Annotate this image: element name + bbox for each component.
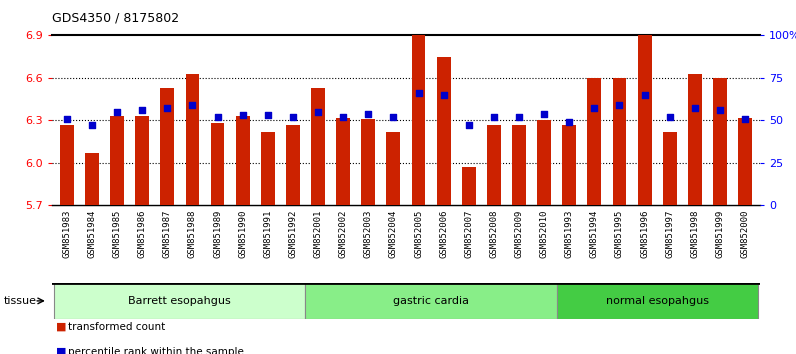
Text: GSM852002: GSM852002 [338, 209, 348, 258]
Bar [587, 78, 601, 205]
Point [60, 116, 73, 121]
Bar [211, 123, 224, 205]
Bar [688, 74, 702, 205]
Text: GSM852006: GSM852006 [439, 209, 448, 258]
Point [161, 105, 174, 111]
Point [538, 111, 551, 116]
Text: GSM851988: GSM851988 [188, 209, 197, 258]
Point [136, 107, 149, 113]
Text: GSM852004: GSM852004 [389, 209, 398, 258]
Point [236, 113, 249, 118]
Text: GSM852010: GSM852010 [540, 209, 548, 258]
Point [261, 113, 274, 118]
Text: GSM851983: GSM851983 [62, 209, 72, 258]
Text: ■: ■ [56, 322, 66, 332]
Point [689, 105, 701, 111]
Text: GSM852003: GSM852003 [364, 209, 373, 258]
Text: GSM851997: GSM851997 [665, 209, 674, 258]
Bar [185, 74, 199, 205]
Bar [462, 167, 476, 205]
Text: GSM851993: GSM851993 [564, 209, 574, 258]
Bar [135, 116, 149, 205]
Text: GSM852001: GSM852001 [314, 209, 322, 258]
Text: gastric cardia: gastric cardia [393, 296, 469, 306]
FancyBboxPatch shape [556, 283, 758, 319]
Point [186, 102, 199, 108]
Text: GSM851986: GSM851986 [138, 209, 146, 258]
Bar [85, 153, 99, 205]
Text: GSM851995: GSM851995 [615, 209, 624, 258]
Bar [562, 125, 576, 205]
Text: GSM851987: GSM851987 [163, 209, 172, 258]
Text: GSM851992: GSM851992 [288, 209, 298, 258]
Bar [613, 78, 626, 205]
Text: GSM851991: GSM851991 [263, 209, 272, 258]
Text: GSM851990: GSM851990 [238, 209, 248, 258]
Point [387, 114, 400, 120]
Text: GDS4350 / 8175802: GDS4350 / 8175802 [52, 12, 179, 25]
Point [337, 114, 349, 120]
Text: transformed count: transformed count [68, 322, 165, 332]
Text: GSM851996: GSM851996 [640, 209, 649, 258]
Text: GSM852009: GSM852009 [514, 209, 524, 258]
Bar [361, 119, 375, 205]
Text: GSM852000: GSM852000 [740, 209, 750, 258]
Bar [487, 125, 501, 205]
Bar [663, 132, 677, 205]
FancyBboxPatch shape [54, 283, 306, 319]
Point [487, 114, 500, 120]
Text: GSM851998: GSM851998 [690, 209, 700, 258]
Point [462, 122, 475, 128]
Text: GSM851989: GSM851989 [213, 209, 222, 258]
Point [513, 114, 525, 120]
Bar [160, 88, 174, 205]
Bar [537, 120, 551, 205]
Text: GSM852008: GSM852008 [490, 209, 498, 258]
Text: normal esopahgus: normal esopahgus [606, 296, 708, 306]
Text: GSM851985: GSM851985 [112, 209, 122, 258]
Point [663, 114, 676, 120]
Bar [512, 125, 526, 205]
Bar [412, 35, 425, 205]
Text: GSM852005: GSM852005 [414, 209, 423, 258]
Text: percentile rank within the sample: percentile rank within the sample [68, 347, 244, 354]
Bar [286, 125, 300, 205]
Bar [336, 118, 350, 205]
Text: Barrett esopahgus: Barrett esopahgus [128, 296, 231, 306]
Point [563, 119, 576, 125]
Bar [236, 116, 250, 205]
Point [638, 92, 651, 98]
Text: GSM851984: GSM851984 [88, 209, 96, 258]
Point [85, 122, 98, 128]
Point [613, 102, 626, 108]
Point [211, 114, 224, 120]
Bar [437, 57, 451, 205]
Point [362, 111, 375, 116]
Text: tissue: tissue [4, 296, 37, 306]
Bar [311, 88, 325, 205]
Point [312, 109, 325, 115]
Point [111, 109, 123, 115]
Point [412, 90, 425, 96]
Point [714, 107, 727, 113]
Text: GSM852007: GSM852007 [464, 209, 474, 258]
Text: GSM851994: GSM851994 [590, 209, 599, 258]
FancyBboxPatch shape [306, 283, 556, 319]
Bar [713, 78, 727, 205]
Point [739, 116, 751, 121]
Point [287, 114, 299, 120]
Bar [261, 132, 275, 205]
Point [588, 105, 601, 111]
Text: ■: ■ [56, 347, 66, 354]
Bar [110, 116, 124, 205]
Bar [60, 125, 74, 205]
Bar [387, 132, 400, 205]
Point [437, 92, 450, 98]
Text: GSM851999: GSM851999 [716, 209, 724, 258]
Bar [638, 35, 652, 205]
Bar [738, 118, 752, 205]
